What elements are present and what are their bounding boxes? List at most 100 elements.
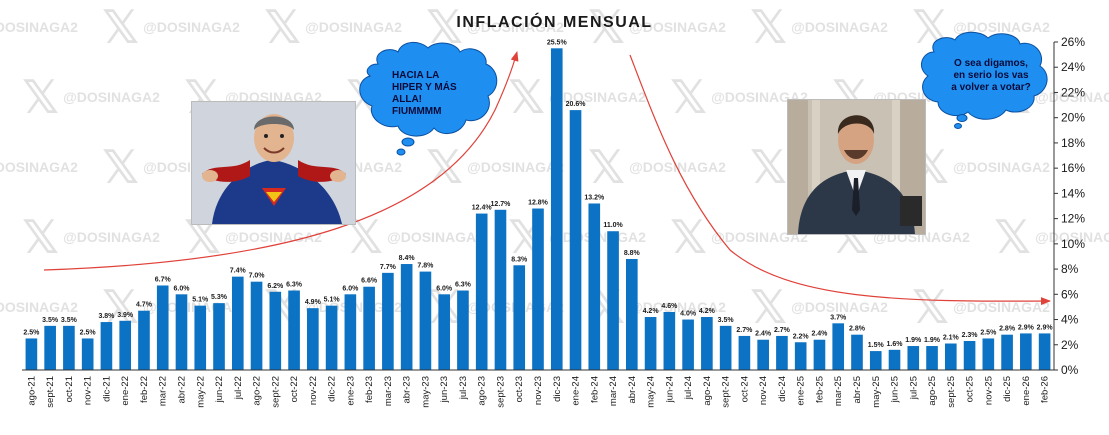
bar	[344, 294, 357, 370]
man-in-suit-photo	[787, 99, 926, 235]
bar-value-label: 6.0%	[436, 285, 453, 292]
bar	[119, 320, 132, 370]
bar-value-label: 3.9%	[117, 312, 134, 319]
x-tick-label: ene-25	[796, 376, 807, 406]
bar-value-label: 2.8%	[999, 326, 1016, 333]
x-tick-label: jun-23	[439, 376, 450, 403]
bar-value-label: 4.9%	[305, 299, 322, 306]
bar	[25, 338, 38, 370]
x-tick-label: may-25	[871, 376, 882, 408]
bar-value-label: 6.6%	[361, 278, 378, 285]
x-tick-label: feb-22	[139, 376, 150, 403]
bar	[1001, 334, 1013, 370]
bar-value-label: 7.8%	[417, 263, 434, 270]
bar	[663, 311, 676, 370]
bar	[213, 303, 225, 370]
y-tick-label: 2%	[1061, 338, 1079, 352]
bar-value-label: 6.0%	[342, 285, 359, 292]
falling-trend-arrow	[629, 54, 1051, 306]
x-tick-label: sept-22	[270, 376, 281, 408]
bar	[382, 272, 394, 370]
bubble-right-text: O sea digamos, en serio los vas a volver…	[936, 58, 1046, 94]
x-tick-label: ago-23	[477, 376, 488, 406]
x-tick-label: nov-24	[758, 376, 769, 405]
x-tick-label: abr-23	[402, 376, 413, 403]
bar	[832, 323, 845, 370]
bar	[719, 325, 732, 370]
bar	[907, 346, 920, 370]
x-tick-label: ene-22	[120, 376, 131, 406]
x-tick-label: mar-24	[608, 376, 619, 406]
x-tick-label: jul-23	[458, 376, 469, 400]
x-tick-label: abr-24	[627, 376, 638, 403]
y-tick-label: 12%	[1061, 212, 1085, 226]
bar	[494, 209, 507, 370]
bar-value-label: 7.0%	[249, 273, 266, 280]
x-tick-label: nov-21	[83, 376, 94, 405]
bar-value-label: 1.9%	[924, 337, 941, 344]
bar	[738, 335, 751, 370]
bar-value-label: 4.2%	[643, 308, 660, 315]
chart-title: INFLACIÓN MENSUAL	[456, 14, 653, 31]
bar-value-label: 8.3%	[511, 256, 528, 263]
bubble-right-line: O sea digamos,	[954, 58, 1028, 69]
y-tick-label: 10%	[1061, 237, 1085, 251]
x-tick-label: abr-25	[852, 376, 863, 403]
x-tick-label: ene-23	[345, 376, 356, 406]
bar	[550, 48, 563, 371]
bar-value-label: 12.8%	[528, 200, 549, 207]
x-tick-label: feb-26	[1040, 376, 1051, 403]
y-tick-label: 8%	[1061, 262, 1079, 276]
x-tick-label: dic-23	[552, 376, 563, 402]
bar-value-label: 2.4%	[811, 331, 828, 338]
x-tick-label: jul-25	[908, 376, 919, 400]
x-tick-label: may-24	[646, 376, 657, 408]
bar	[138, 310, 150, 370]
bar-value-label: 3.8%	[98, 313, 115, 320]
bar	[325, 305, 338, 370]
bar	[794, 342, 807, 370]
bar	[307, 308, 319, 370]
bar-value-label: 4.6%	[661, 303, 678, 310]
bar	[701, 317, 713, 370]
x-tick-label: jun-22	[214, 376, 225, 403]
bar-value-label: 12.4%	[472, 205, 493, 212]
bar-value-label: 3.5%	[718, 317, 735, 324]
x-tick-label: ago-21	[26, 376, 37, 406]
x-tick-label: sept-21	[45, 376, 56, 408]
bar	[44, 325, 56, 370]
bar-value-label: 8.8%	[624, 250, 641, 257]
x-tick-label: oct-24	[739, 376, 750, 402]
x-tick-label: mar-25	[833, 376, 844, 406]
bar-value-label: 1.5%	[868, 342, 885, 349]
bar-value-label: 1.6%	[887, 341, 904, 348]
bubble-left-line: HIPER Y MÁS	[392, 82, 457, 93]
x-tick-label: dic-25	[1002, 376, 1013, 402]
y-tick-label: 0%	[1061, 363, 1079, 377]
x-tick-label: jun-25	[890, 376, 901, 403]
x-tick-label: jun-24	[664, 376, 675, 403]
bar	[250, 281, 263, 370]
x-tick-label: jul-22	[233, 376, 244, 400]
bar-value-label: 5.3%	[211, 294, 228, 301]
bar-value-label: 3.5%	[61, 317, 78, 324]
x-tick-label: ago-22	[252, 376, 263, 406]
bar-value-label: 20.6%	[566, 101, 587, 108]
x-tick-label: oct-25	[965, 376, 976, 402]
x-tick-label: may-23	[420, 376, 431, 408]
x-tick-label: feb-25	[814, 376, 825, 403]
x-tick-label: ago-24	[702, 376, 713, 406]
x-tick-label: dic-21	[101, 376, 112, 402]
bar-value-label: 2.5%	[80, 329, 97, 336]
speech-bubble-left	[359, 42, 498, 156]
bar-value-label: 7.7%	[380, 264, 397, 271]
x-tick-label: nov-23	[533, 376, 544, 405]
y-axis-group: 0% 2% 4% 6% 8% 10% 12% 14% 16% 18% 20% 22% 24% 26%	[22, 35, 1085, 377]
bar-value-label: 4.2%	[699, 308, 716, 315]
bar	[513, 265, 526, 370]
x-tick-label: ene-24	[571, 376, 582, 406]
x-tick-label: may-22	[195, 376, 206, 408]
bar	[231, 276, 244, 370]
